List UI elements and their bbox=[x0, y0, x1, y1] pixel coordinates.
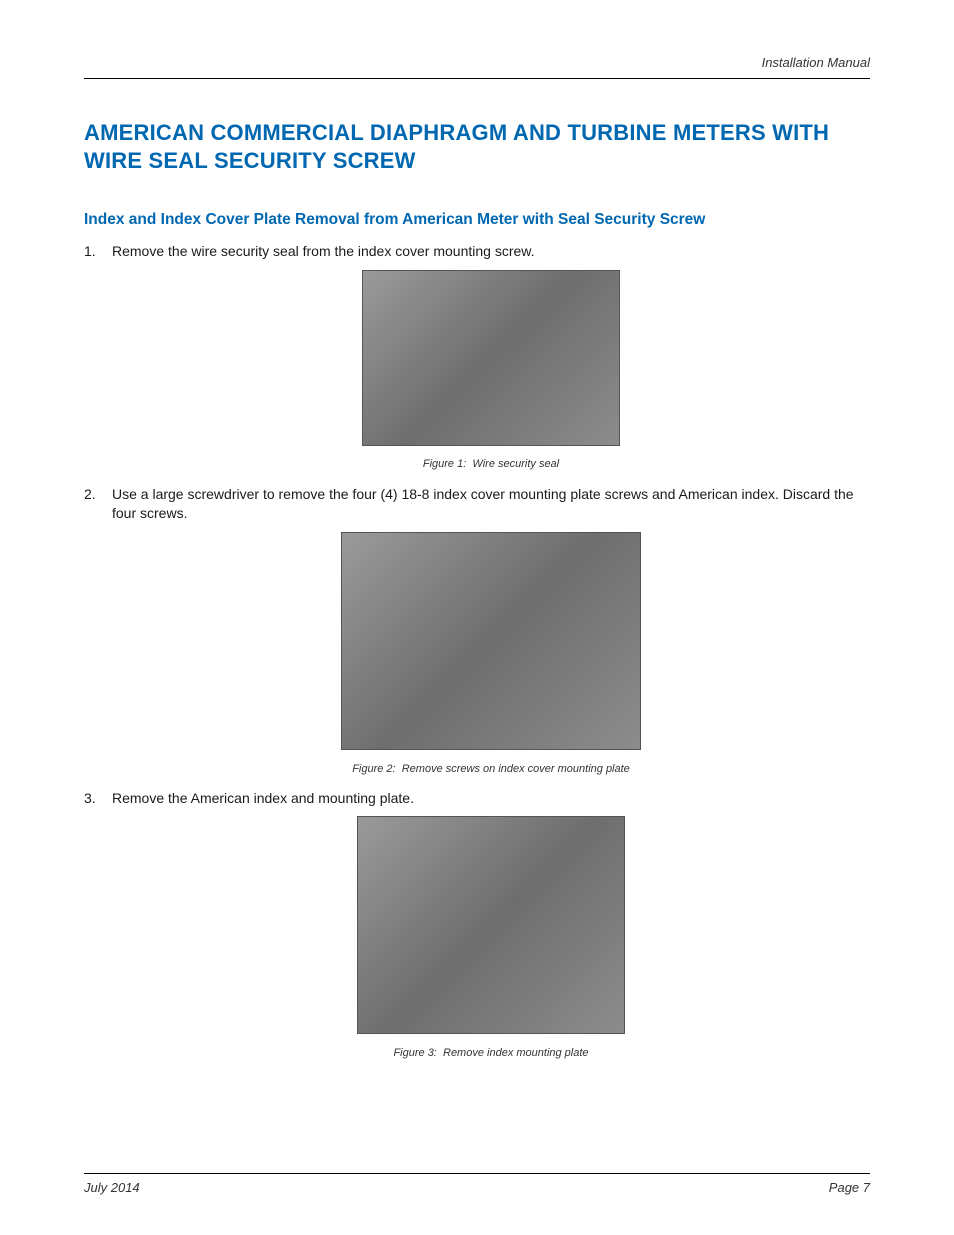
figure-caption-text: Wire security seal bbox=[472, 458, 559, 470]
figure-caption-text: Remove index mounting plate bbox=[443, 1047, 589, 1059]
figure-block: Figure 1: Wire security seal bbox=[112, 270, 870, 473]
figure-label: Figure 2: bbox=[352, 763, 395, 775]
step-item: Remove the American index and mounting p… bbox=[84, 789, 870, 1062]
figure-image bbox=[341, 532, 641, 750]
figure-caption: Figure 2: Remove screws on index cover m… bbox=[112, 762, 870, 777]
footer-line: July 2014 Page 7 bbox=[84, 1180, 870, 1195]
header-doc-type: Installation Manual bbox=[84, 55, 870, 70]
figure-image bbox=[357, 816, 625, 1034]
section-title: AMERICAN COMMERCIAL DIAPHRAGM AND TURBIN… bbox=[84, 119, 870, 174]
footer: July 2014 Page 7 bbox=[84, 1173, 870, 1195]
step-item: Remove the wire security seal from the i… bbox=[84, 242, 870, 473]
footer-date: July 2014 bbox=[84, 1180, 140, 1195]
footer-page: Page 7 bbox=[829, 1180, 870, 1195]
figure-caption: Figure 1: Wire security seal bbox=[112, 457, 870, 472]
footer-rule bbox=[84, 1173, 870, 1174]
step-item: Use a large screwdriver to remove the fo… bbox=[84, 485, 870, 777]
figure-label: Figure 3: bbox=[393, 1047, 436, 1059]
figure-label: Figure 1: bbox=[423, 458, 466, 470]
step-text: Remove the American index and mounting p… bbox=[112, 790, 414, 806]
steps-list: Remove the wire security seal from the i… bbox=[84, 242, 870, 1061]
subsection-title: Index and Index Cover Plate Removal from… bbox=[84, 210, 870, 230]
figure-block: Figure 3: Remove index mounting plate bbox=[112, 816, 870, 1061]
figure-caption: Figure 3: Remove index mounting plate bbox=[112, 1046, 870, 1061]
step-text: Remove the wire security seal from the i… bbox=[112, 243, 535, 259]
figure-block: Figure 2: Remove screws on index cover m… bbox=[112, 532, 870, 777]
figure-caption-text: Remove screws on index cover mounting pl… bbox=[402, 763, 630, 775]
step-text: Use a large screwdriver to remove the fo… bbox=[112, 486, 854, 522]
header-rule bbox=[84, 78, 870, 79]
figure-image bbox=[362, 270, 620, 446]
